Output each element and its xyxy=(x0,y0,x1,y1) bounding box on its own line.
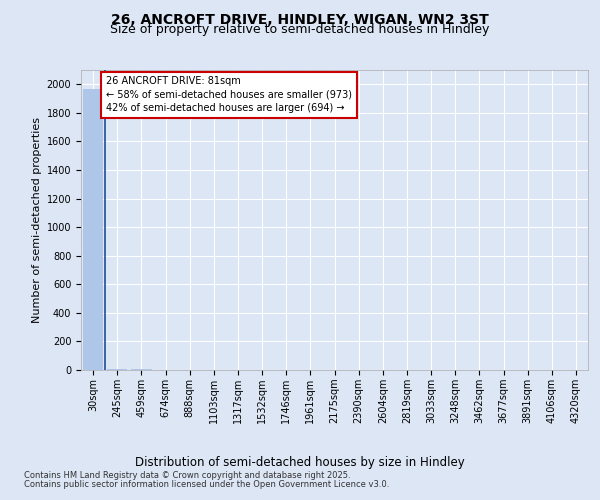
Text: Distribution of semi-detached houses by size in Hindley: Distribution of semi-detached houses by … xyxy=(135,456,465,469)
Text: Size of property relative to semi-detached houses in Hindley: Size of property relative to semi-detach… xyxy=(110,22,490,36)
Text: 26 ANCROFT DRIVE: 81sqm
← 58% of semi-detached houses are smaller (973)
42% of s: 26 ANCROFT DRIVE: 81sqm ← 58% of semi-de… xyxy=(106,76,352,113)
Text: 26, ANCROFT DRIVE, HINDLEY, WIGAN, WN2 3ST: 26, ANCROFT DRIVE, HINDLEY, WIGAN, WN2 3… xyxy=(111,12,489,26)
Y-axis label: Number of semi-detached properties: Number of semi-detached properties xyxy=(32,117,43,323)
Text: Contains public sector information licensed under the Open Government Licence v3: Contains public sector information licen… xyxy=(24,480,389,489)
Text: Contains HM Land Registry data © Crown copyright and database right 2025.: Contains HM Land Registry data © Crown c… xyxy=(24,471,350,480)
Bar xyxy=(83,88,103,370)
Bar xyxy=(107,369,127,370)
